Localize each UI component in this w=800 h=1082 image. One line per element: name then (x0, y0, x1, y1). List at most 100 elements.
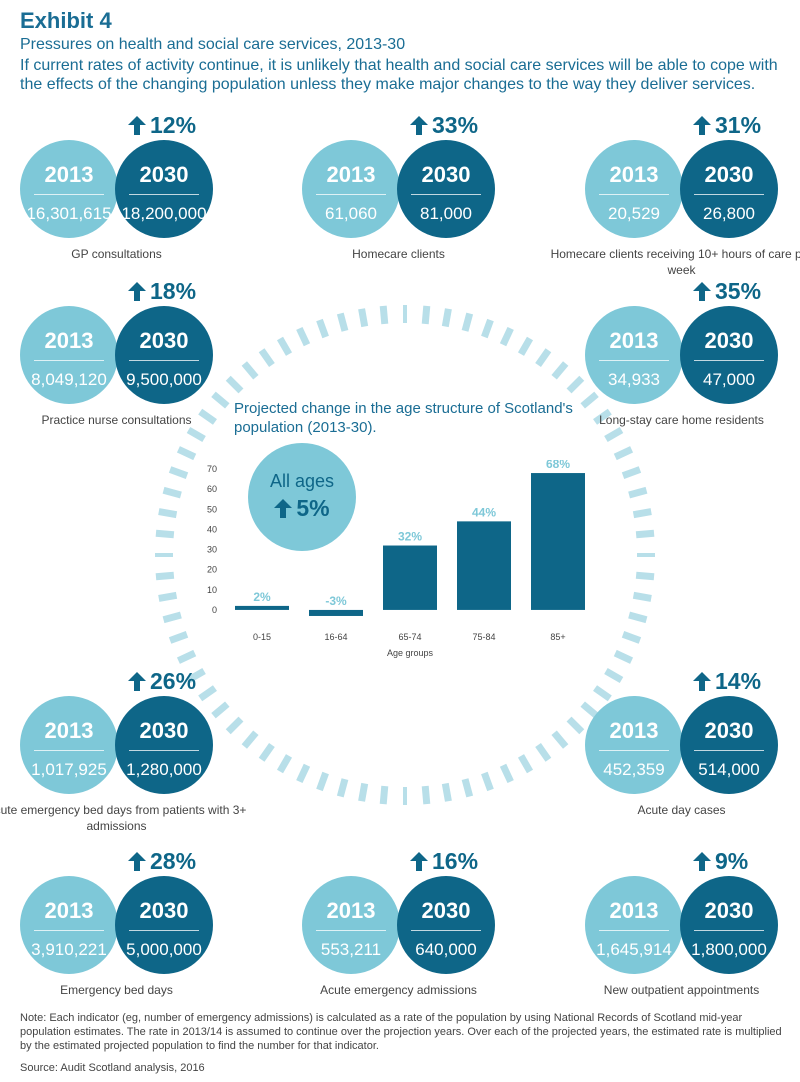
arrow-up-icon (693, 116, 711, 135)
x-tick-label: 65-74 (398, 632, 421, 642)
circle-2030: 2030 81,000 (397, 140, 495, 238)
divider (34, 194, 104, 195)
bar-85+ (531, 473, 585, 610)
value-2030: 514,000 (698, 760, 760, 779)
value-2030: 26,800 (703, 204, 755, 223)
x-axis-label: Age groups (387, 648, 434, 658)
ring-dash (211, 391, 230, 409)
ring-dash (296, 763, 311, 784)
year-label: 2030 (704, 328, 754, 353)
year-label: 2030 (704, 718, 754, 743)
year-label: 2030 (139, 162, 189, 187)
ring-dash (336, 778, 349, 798)
indicator-label: Practice nurse consultations (41, 413, 192, 427)
year-label: 2013 (609, 898, 659, 923)
increase-pct: 12% (150, 112, 197, 138)
ring-dash (168, 466, 189, 479)
x-tick-label: 0-15 (253, 632, 271, 642)
year-label: 2030 (421, 898, 471, 923)
circle-2013: 2013 3,910,221 (20, 876, 118, 974)
circle-2030: 2030 514,000 (680, 696, 778, 794)
data-label: 44% (472, 505, 496, 519)
divider (316, 194, 386, 195)
indicator-card: 16% 2013 553,211 2030 640,000 Acute emergency… (302, 848, 562, 1008)
year-label: 2030 (421, 162, 471, 187)
divider (34, 360, 104, 361)
ring-dash (258, 348, 275, 367)
all-ages-badge: All ages 5% (248, 443, 356, 551)
circle-2030: 2030 9,500,000 (115, 306, 213, 404)
indicator-card: 35% 2013 34,933 2030 47,000 Long-stay care ho… (585, 278, 800, 438)
value-2013: 452,359 (603, 760, 665, 779)
divider (599, 360, 669, 361)
ring-dash (481, 318, 494, 339)
divider (694, 360, 764, 361)
value-2013: 1,645,914 (596, 940, 672, 959)
value-2013: 553,211 (320, 940, 382, 959)
data-label: -3% (325, 594, 347, 608)
value-2013: 34,933 (608, 370, 660, 389)
arrow-up-icon (128, 282, 146, 301)
increase-pct: 16% (432, 848, 479, 874)
increase-pct: 14% (715, 668, 762, 694)
ring-dash (176, 446, 197, 461)
ring-dash (241, 730, 259, 749)
year-label: 2013 (609, 718, 659, 743)
x-tick-label: 75-84 (472, 632, 495, 642)
ring-dash (158, 591, 178, 602)
ring-dash (517, 754, 534, 774)
increase-pct: 31% (715, 112, 762, 138)
circle-2030: 2030 26,800 (680, 140, 778, 238)
circle-2030: 2030 47,000 (680, 306, 778, 404)
ring-dash (316, 318, 329, 339)
ring-dash (499, 763, 514, 784)
y-tick-label: 30 (207, 545, 217, 555)
data-label: 68% (546, 460, 570, 471)
year-label: 2013 (609, 162, 659, 187)
y-tick-label: 10 (207, 585, 217, 595)
arrow-up-icon (128, 852, 146, 871)
ring-dash (441, 782, 452, 802)
ring-dash (379, 785, 389, 805)
ring-dash (632, 508, 652, 519)
circle-2030: 2030 18,200,000 (115, 140, 213, 238)
value-2013: 16,301,615 (26, 204, 112, 223)
ring-dash (441, 308, 452, 328)
increase-pct: 35% (715, 278, 762, 304)
value-2030: 640,000 (415, 940, 477, 959)
ring-dash (358, 782, 369, 802)
circle-2013: 2013 553,211 (302, 876, 400, 974)
year-label: 2030 (139, 898, 189, 923)
x-tick-label: 85+ (550, 632, 565, 642)
increase-pct: 18% (150, 278, 197, 304)
circle-2013: 2013 8,049,120 (20, 306, 118, 404)
indicator-card: 26% 2013 1,017,925 2030 1,280,000 Acute emerg… (0, 668, 280, 833)
value-2030: 9,500,000 (126, 370, 202, 389)
indicator-card: 31% 2013 20,529 2030 26,800 Homecare clients … (551, 112, 800, 277)
increase-badge: 12% (128, 112, 196, 139)
ring-dash (176, 649, 197, 664)
ring-dash (155, 571, 175, 581)
ring-dash (481, 771, 494, 792)
value-2030: 1,280,000 (126, 760, 202, 779)
ring-dash (613, 649, 634, 664)
value-2030: 81,000 (420, 204, 472, 223)
exhibit-subtitle: If current rates of activity continue, i… (20, 57, 778, 93)
divider (694, 930, 764, 931)
increase-badge: 31% (693, 112, 761, 139)
arrow-up-icon (274, 499, 293, 518)
ring-dash (461, 312, 474, 332)
indicator-label: GP consultations (71, 247, 162, 261)
indicator-card: 9% 2013 1,645,914 2030 1,800,000 New outpatie… (585, 848, 800, 1008)
ring-dash (593, 685, 612, 702)
ring-dash (566, 716, 585, 735)
ring-dash (604, 667, 624, 684)
ring-dash (225, 375, 244, 394)
value-2013: 1,017,925 (31, 760, 107, 779)
y-tick-label: 0 (212, 605, 217, 615)
divider (694, 750, 764, 751)
bar-16-64 (309, 609, 363, 616)
arrow-up-icon (128, 116, 146, 135)
increase-badge: 33% (410, 112, 478, 139)
ring-dash (186, 426, 206, 443)
